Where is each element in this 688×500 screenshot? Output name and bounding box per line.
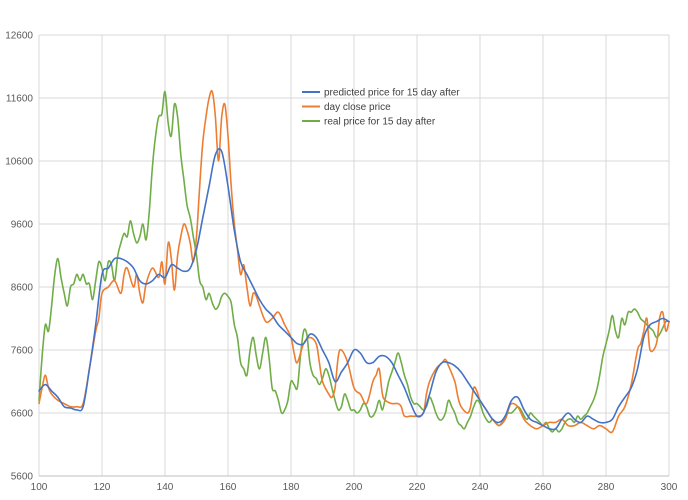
series-line-predicted-price xyxy=(38,147,670,431)
y-tick-label: 12600 xyxy=(5,31,33,42)
y-tick-label: 6600 xyxy=(11,409,34,420)
x-tick-label: 260 xyxy=(535,482,552,493)
y-axis-ticks: 5600 6600 7600 8600 9600 10600 11600 12600 xyxy=(5,31,33,483)
x-tick-label: 220 xyxy=(409,482,426,493)
gridlines xyxy=(38,34,670,477)
x-tick-label: 300 xyxy=(661,482,678,493)
legend: predicted price for 15 day after day clos… xyxy=(302,88,460,128)
x-tick-label: 240 xyxy=(472,482,489,493)
y-tick-label: 7600 xyxy=(11,346,34,357)
x-tick-label: 280 xyxy=(598,482,615,493)
legend-label-real-price: real price for 15 day after xyxy=(324,117,436,128)
y-tick-label: 5600 xyxy=(11,472,34,483)
series-lines xyxy=(38,89,670,434)
x-tick-label: 120 xyxy=(94,482,111,493)
x-tick-label: 100 xyxy=(31,482,48,493)
x-axis-ticks: 100 120 140 160 180 200 220 240 260 280 300 xyxy=(31,482,678,493)
series-line-real-price xyxy=(38,90,670,433)
legend-label-day-close-price: day close price xyxy=(324,102,391,113)
y-tick-label: 8600 xyxy=(11,283,34,294)
y-tick-label: 9600 xyxy=(11,220,34,231)
x-tick-label: 160 xyxy=(220,482,237,493)
legend-label-predicted-price: predicted price for 15 day after xyxy=(324,88,460,99)
x-tick-label: 200 xyxy=(346,482,363,493)
series-line-day-close-price xyxy=(38,89,670,434)
y-tick-label: 11600 xyxy=(6,94,34,105)
x-tick-label: 180 xyxy=(283,482,300,493)
x-tick-label: 140 xyxy=(157,482,174,493)
y-tick-label: 10600 xyxy=(5,157,33,168)
